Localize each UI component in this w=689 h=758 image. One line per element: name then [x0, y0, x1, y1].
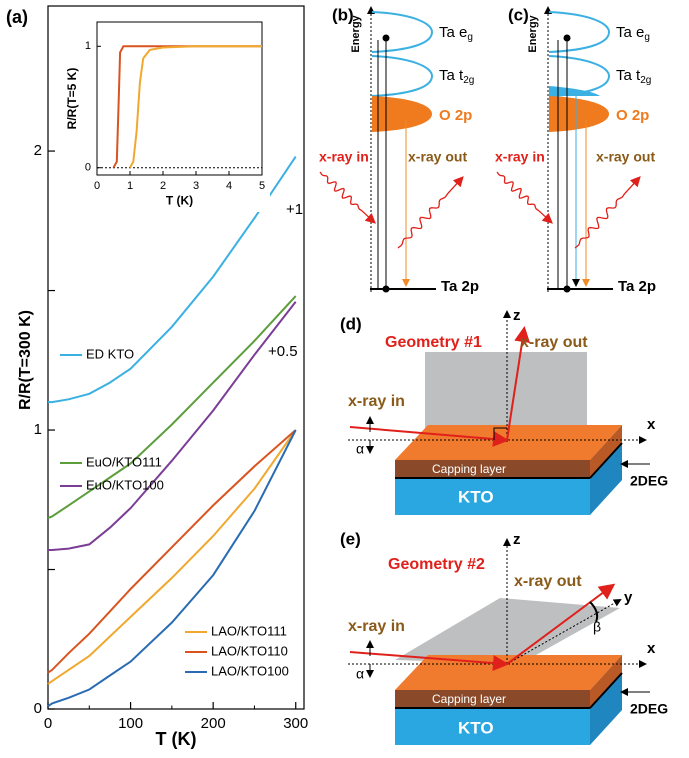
angle-label: α	[356, 666, 364, 682]
y-axis-label: R/R(T=5 K)	[65, 68, 79, 130]
level-label: Ta eg	[616, 24, 650, 43]
beam-label: x-ray in	[495, 149, 545, 165]
level-subscript: 2g	[640, 75, 651, 86]
layer-label: Capping layer	[432, 692, 506, 706]
angle-label: α	[356, 441, 364, 457]
axis-label: y	[624, 589, 633, 606]
x-tick-label: 300	[283, 715, 308, 732]
x-tick-label: 0	[94, 180, 100, 192]
geometry-diagram: (d) z x α Geometry #1 x-ray out x-ray in…	[340, 307, 668, 515]
x-tick-label: 1	[127, 180, 133, 192]
annotation: +1	[286, 201, 303, 218]
band	[372, 12, 432, 52]
level-label: Ta eg	[439, 24, 473, 43]
y-tick-label: 0	[85, 162, 91, 174]
legend-label: ED KTO	[86, 346, 134, 361]
energy-diagram: (c) Energy Ta eg Ta t2g O 2p Ta 2p x-ray…	[495, 5, 656, 294]
beam-label: x-ray in	[348, 393, 405, 410]
annotation: +0.5	[268, 343, 298, 360]
level-label: O 2p	[616, 107, 649, 124]
beam-label: x-ray out	[596, 149, 655, 165]
level-label: Ta 2p	[441, 278, 479, 295]
core-hole	[564, 286, 571, 293]
figure: (a) T (K) R/R(T=300 K) +1 +0.5 (b) Energ…	[0, 0, 689, 753]
legend-label: LAO/KTO110	[211, 643, 288, 658]
energy-diagram: (b) Energy Ta eg Ta t2g O 2p Ta 2p x-ray…	[319, 5, 479, 294]
x-tick-label: 100	[118, 715, 143, 732]
legend-label: LAO/KTO100	[211, 663, 289, 678]
beam-label: x-ray out	[520, 334, 588, 351]
level-subscript: g	[467, 32, 473, 43]
level-subscript: g	[644, 32, 650, 43]
y-tick-label: 1	[34, 421, 42, 438]
level-text: Ta e	[616, 24, 644, 41]
y-tick-label: 2	[34, 142, 42, 159]
sample-top	[395, 655, 622, 690]
beam-label: x-ray in	[348, 618, 405, 635]
level-text: Ta e	[439, 24, 467, 41]
core-hole	[383, 286, 390, 293]
photon	[575, 178, 639, 248]
level-label: Ta 2p	[618, 278, 656, 295]
x-tick-label: 0	[44, 715, 52, 732]
axis-label: Energy	[350, 14, 362, 52]
level-label: O 2p	[439, 107, 472, 124]
layer-label: Capping layer	[432, 462, 506, 476]
band	[372, 56, 432, 96]
level-text: Ta t	[439, 67, 464, 84]
electron	[383, 35, 390, 42]
x-tick-label: 3	[193, 180, 199, 192]
geometry-diagram: (e) z x y β α Geometry #2 x-ray out x-ra…	[340, 529, 668, 745]
beam-label: x-ray out	[408, 149, 467, 165]
layer-label: 2DEG	[630, 473, 668, 489]
beam-label: x-ray in	[319, 149, 369, 165]
geometry-label: Geometry #1	[385, 334, 482, 351]
x-tick-label: 200	[201, 715, 226, 732]
level-label: Ta t2g	[439, 67, 474, 86]
axis-label: x	[647, 416, 656, 433]
photon	[398, 178, 462, 248]
x-tick-label: 5	[259, 180, 265, 192]
geometry-label: Geometry #2	[388, 556, 485, 573]
x-tick-label: 4	[226, 180, 232, 192]
axis-label: z	[513, 531, 521, 548]
axis-label: z	[513, 307, 521, 324]
band	[372, 96, 432, 132]
y-axis-label: R/R(T=300 K)	[17, 310, 34, 410]
layer-label: KTO	[458, 487, 494, 506]
panel-label: (d)	[340, 314, 362, 333]
electron	[564, 35, 571, 42]
x-axis-label: T (K)	[166, 193, 193, 207]
axis-label: Energy	[527, 14, 539, 52]
photon	[497, 172, 551, 222]
level-subscript: 2g	[463, 75, 474, 86]
x-tick-label: 2	[160, 180, 166, 192]
y-tick-label: 1	[85, 40, 91, 52]
panel-label: (a)	[6, 7, 28, 27]
layer-label: 2DEG	[630, 701, 668, 717]
level-text: Ta t	[616, 67, 641, 84]
panel-label: (c)	[508, 5, 529, 24]
legend-label: LAO/KTO111	[211, 623, 287, 638]
photon	[320, 172, 374, 222]
x-axis-label: T (K)	[156, 729, 197, 749]
layer-label: KTO	[458, 718, 494, 737]
angle-label: β	[593, 619, 601, 635]
beam-label: x-ray out	[514, 573, 582, 590]
legend-label: EuO/KTO100	[86, 477, 164, 492]
y-tick-label: 0	[34, 700, 42, 717]
axis-label: x	[647, 640, 656, 657]
panel-label: (e)	[340, 529, 361, 548]
legend-label: EuO/KTO111	[86, 454, 162, 469]
level-label: Ta t2g	[616, 67, 651, 86]
